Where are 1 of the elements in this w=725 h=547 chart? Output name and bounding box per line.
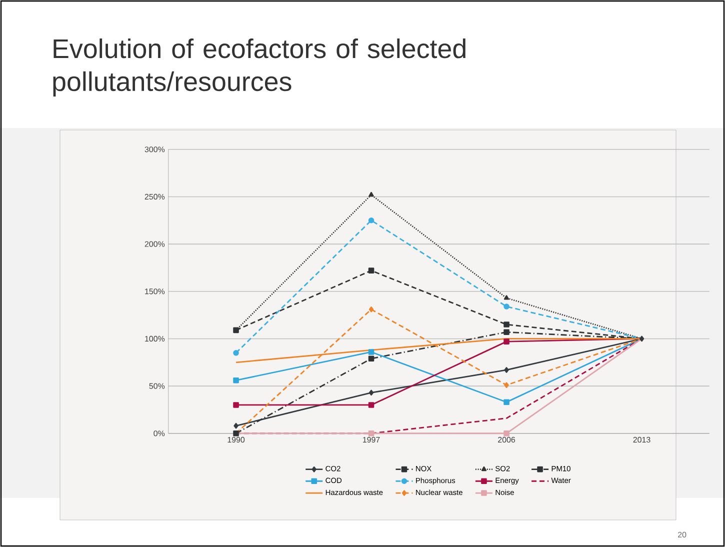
chart-title: Evolution of ecofactors of selected pollutants/resources [53, 38, 466, 96]
